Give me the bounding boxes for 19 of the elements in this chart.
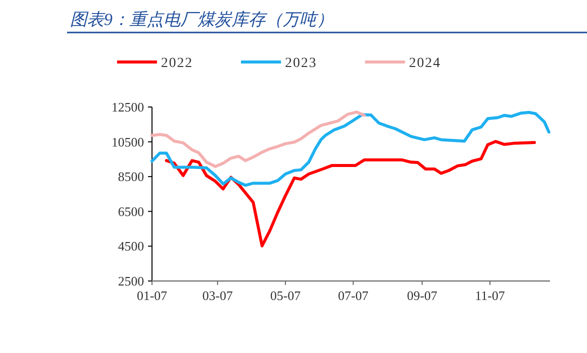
x-tick-label: 05-07 <box>270 288 302 303</box>
x-tick-label: 07-07 <box>338 288 369 303</box>
legend-label: 2023 <box>285 56 317 71</box>
chart-title: 图表9：重点电厂煤炭库存（万吨） <box>70 10 334 29</box>
legend-label: 2022 <box>161 56 193 71</box>
x-tick-label: 11-07 <box>475 288 506 303</box>
y-tick-label: 10500 <box>112 134 144 150</box>
x-tick-label: 01-07 <box>136 288 168 303</box>
line-series <box>150 110 366 168</box>
y-tick-label: 8500 <box>118 169 144 184</box>
legend-label: 2024 <box>409 56 441 71</box>
line-series <box>150 110 550 187</box>
y-tick-label: 6500 <box>118 204 144 219</box>
x-tick-label: 09-07 <box>406 288 438 303</box>
x-tick-label: 03-07 <box>202 288 234 303</box>
y-tick-label: 4500 <box>118 238 144 254</box>
y-tick-label: 2500 <box>118 274 144 288</box>
y-tick-label: 12500 <box>112 100 144 114</box>
line-series <box>164 140 536 248</box>
